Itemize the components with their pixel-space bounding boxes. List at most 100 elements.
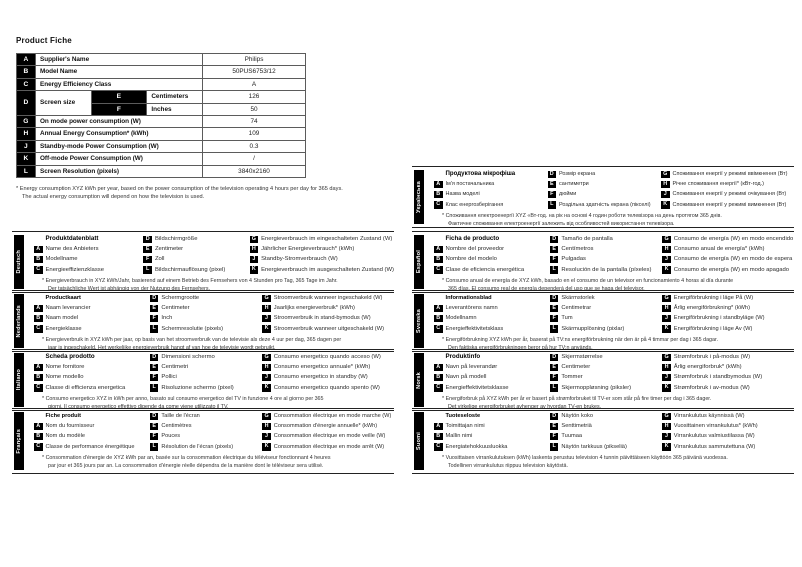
item-letter-badge: H — [662, 422, 671, 431]
language-footnote: * Energieverbruik in XYZ kWh per jaar, o… — [42, 337, 390, 352]
item-label: Nombre del proveedor — [445, 246, 505, 253]
language-tab-nl[interactable]: Nederlands — [14, 294, 24, 348]
list-item: G Stroomverbruik wanneer ingeschakeld (W) — [262, 294, 394, 304]
footnote-line-2: Todellinen virrankulutus riippuu televis… — [448, 462, 569, 469]
language-tab-no[interactable]: Norsk — [414, 353, 424, 407]
list-item: G Consommation électrique en mode marche … — [262, 412, 394, 422]
language-tab-sv[interactable]: Svenska — [414, 294, 424, 348]
column-3: G Strømforbruk i på-modus (W) H Årlig energ… — [662, 353, 794, 394]
list-item: E Senttimetriä — [549, 422, 662, 432]
item-label: Energieeffizienzklasse — [45, 266, 105, 273]
item-label: Споживання енергії у режимі вимкнення (В… — [672, 201, 787, 208]
language-tab-label: Italiano — [16, 369, 22, 391]
list-item: Fiche produit — [34, 412, 150, 422]
column-1: Ficha de producto A Nombre del proveedor B N… — [434, 235, 550, 276]
spacer — [434, 354, 443, 361]
row-label: Energy Efficiency Class — [35, 77, 203, 92]
item-letter-badge: H — [262, 304, 271, 313]
list-item: E Centimètres — [149, 422, 262, 432]
item-letter-badge: L — [549, 384, 559, 392]
list-item: L Skärmupplösning (pixlar) — [549, 325, 662, 335]
item-letter-badge: C — [434, 201, 443, 209]
list-item: J Stroomverbruik in stand-bymodus (W) — [262, 314, 394, 324]
row-letter-badge: G — [16, 115, 36, 129]
item-letter-badge: L — [549, 443, 559, 451]
footnote-line-1: * Energieverbrauch in XYZ kWh/Jahr, basi… — [42, 278, 338, 284]
language-tab-es[interactable]: Español — [414, 235, 424, 289]
item-letter-badge: B — [434, 374, 443, 382]
item-label: Bildschirmauflösung (pixel) — [154, 266, 226, 273]
column-3: G Consommation électrique en mode marche … — [262, 412, 394, 453]
item-letter-badge: H — [262, 363, 271, 372]
language-footnote: * Consumo anual de energía de XYZ kWh, b… — [442, 278, 790, 293]
item-label: Centimeter — [161, 305, 190, 312]
column-1: Scheda prodotto A Nome fornitore B Nome mode… — [34, 353, 150, 394]
list-item: C Energieeffizienzklasse — [34, 266, 143, 276]
language-tab-label: Nederlands — [16, 304, 22, 338]
footnote-line-2: par jour et 365 jours par an. La consomm… — [48, 462, 324, 469]
item-letter-badge: K — [662, 384, 671, 392]
language-footnote: * Energieverbrauch in XYZ kWh/Jahr, basi… — [42, 278, 390, 293]
list-item: J Consommation électrique en mode veille … — [262, 432, 394, 442]
list-item: L Risoluzione schermo (pixel) — [149, 384, 262, 394]
list-item: J Consumo energetico in standby (W) — [262, 373, 394, 383]
language-tab-fr[interactable]: Français — [14, 412, 24, 470]
row-letter-badge: C — [16, 77, 36, 92]
spacer — [34, 354, 43, 361]
item-letter-badge: K — [662, 325, 671, 333]
row-label: Model Name — [35, 65, 203, 79]
row-label: Supplier's Name — [35, 52, 203, 67]
list-item: G Consumo energetico quando acceso (W) — [262, 353, 394, 363]
language-tab-de[interactable]: Deutsch — [14, 235, 24, 289]
language-section-it: Italiano Scheda prodotto A Nome fornitore B N… — [12, 349, 394, 411]
list-item: B Nome modello — [34, 373, 150, 383]
item-label: Energieffektivitetsklasse — [445, 384, 509, 391]
item-letter-badge: J — [662, 256, 671, 264]
list-item: D Tamaño de pantalla — [549, 235, 662, 245]
item-letter-badge: D — [149, 412, 159, 420]
list-item: A Toimittajan nimi — [434, 422, 550, 432]
list-item: E Centimetrar — [549, 304, 662, 314]
item-label: Centimeter — [561, 364, 591, 371]
table-row: G On mode power consumption (W) 74 — [16, 115, 306, 129]
column-3: G Consumo de energía (W) en modo encendid… — [662, 235, 794, 276]
item-letter-badge: E — [149, 422, 159, 431]
item-letter-badge: B — [434, 191, 443, 199]
section-heading: Productkaart — [45, 295, 81, 301]
item-letter-badge: F — [549, 374, 559, 382]
language-tab-it[interactable]: Italiano — [14, 353, 24, 407]
list-item: B Mallin nimi — [434, 432, 550, 442]
item-letter-badge: F — [149, 315, 159, 323]
column-1: Fiche produit A Nom du fournisseur B Nom du … — [34, 412, 150, 453]
list-item: F Tommer — [549, 373, 662, 383]
item-label: Energiförbrukning i standbyläge (W) — [673, 315, 765, 322]
spacer — [34, 295, 43, 302]
list-item: D Dimensioni schermo — [149, 353, 262, 363]
item-letter-badge: B — [434, 433, 443, 441]
item-letter-badge: A — [434, 245, 443, 254]
item-label: Schermgrootte — [161, 295, 200, 301]
item-letter-badge: H — [262, 422, 271, 431]
item-label: Клас енергозберігання — [445, 201, 504, 208]
item-label: Jährlicher Energieverbrauch* (kWh) — [261, 246, 355, 253]
list-item: D Schermgrootte — [149, 294, 262, 304]
language-tab-fi[interactable]: Suomi — [414, 412, 424, 470]
footnote-line-1: * Consumo anual de energía de XYZ kWh, b… — [442, 278, 734, 284]
item-label: Energiförbrukning i läge Av (W) — [673, 325, 753, 332]
item-label: Navn på modell — [445, 374, 487, 381]
item-letter-badge: K — [661, 201, 670, 209]
item-label: Virrankulutus käynnissä (W) — [673, 413, 745, 419]
language-tab-uk[interactable]: Українська — [414, 170, 424, 224]
item-label: Strømforbruk i av-modus (W) — [673, 384, 750, 391]
list-item: L Bildschirmauflösung (pixel) — [143, 266, 249, 276]
row-value: 50PUS6753/12 — [202, 65, 306, 79]
table-row: H Annual Energy Consumption* (kWh) 109 — [16, 127, 306, 141]
item-label: Skärmstorlek — [561, 295, 595, 301]
footnote-line-2: Det virkelige energiforbruket avhenger a… — [448, 403, 602, 410]
table-row: D Screen size E Centimeters 126 — [16, 90, 306, 117]
item-label: Centimetri — [161, 364, 189, 371]
language-footnote: * Vuosittaisen virrankulutuksen (kWh) la… — [442, 455, 790, 470]
item-label: Ім'я постачальника — [445, 181, 495, 188]
list-item: L Näytön tarkkuus (pikseliä) — [549, 443, 662, 453]
